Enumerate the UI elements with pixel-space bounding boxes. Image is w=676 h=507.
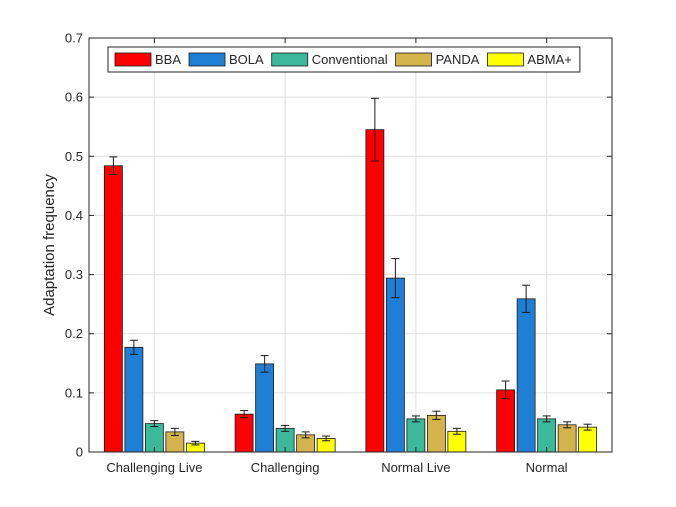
error-bars (109, 97, 592, 446)
error-bar (191, 440, 200, 446)
bar-bba (234, 413, 254, 453)
legend-swatch (487, 52, 524, 67)
y-axis-label: Adaptation frequency (41, 174, 58, 316)
y-tick-label: 0.1 (65, 385, 83, 400)
legend-label: BBA (155, 52, 181, 67)
error-bar (260, 355, 269, 373)
error-bar (129, 339, 138, 355)
legend-swatch (271, 52, 309, 67)
bar-abma- (578, 426, 598, 453)
y-tick-label: 0.6 (65, 90, 83, 105)
legend-item: Conventional (271, 52, 388, 67)
error-bar (322, 435, 331, 442)
grid-lines (89, 38, 612, 452)
x-tick-label: Normal (526, 460, 568, 475)
bars (103, 129, 598, 453)
error-bar (370, 97, 379, 162)
error-bar (583, 423, 592, 431)
bar-panda (557, 424, 577, 453)
error-bar (522, 284, 531, 313)
bar-bola (124, 346, 144, 453)
y-tick-label: 0.2 (65, 326, 83, 341)
bar-panda (426, 414, 446, 453)
error-bar (563, 421, 572, 429)
y-tick-label: 0.5 (65, 149, 83, 164)
x-tick-label: Challenging (251, 460, 320, 475)
error-bar (452, 427, 461, 435)
legend-label: PANDA (436, 52, 480, 67)
error-bar (391, 258, 400, 299)
error-bar (109, 156, 118, 176)
plot-frame (88, 37, 613, 453)
legend-swatch (188, 52, 226, 67)
legend-item: BBA (114, 52, 181, 67)
legend-label: BOLA (229, 52, 264, 67)
legend-label: ABMA+ (527, 52, 571, 67)
y-tick-label: 0.7 (65, 31, 83, 46)
legend-swatch (114, 52, 152, 67)
error-bar (501, 380, 510, 400)
y-tick-label: 0 (76, 445, 83, 460)
legend-item: ABMA+ (487, 52, 572, 67)
error-bar (432, 410, 441, 420)
y-tick-label: 0.4 (65, 208, 83, 223)
bar-bola (516, 298, 536, 453)
error-bar (301, 431, 310, 439)
legend: BBA BOLA Conventional PANDA ABMA+ (107, 46, 581, 73)
legend-item: PANDA (395, 52, 480, 67)
error-bar (542, 415, 551, 423)
legend-item: BOLA (188, 52, 264, 67)
x-tick-label: Normal Live (381, 460, 450, 475)
error-bar (170, 427, 179, 436)
y-tick-label: 0.3 (65, 267, 83, 282)
x-tick-label: Challenging Live (106, 460, 202, 475)
error-bar (150, 420, 159, 428)
bar-bba (365, 129, 385, 453)
bar-bola (255, 363, 275, 453)
error-bar (240, 410, 249, 419)
error-bar (281, 424, 290, 432)
bar-bba (103, 165, 123, 453)
legend-label: Conventional (312, 52, 388, 67)
axis-ticks: 0 0.1 0.2 0.3 0.4 0.5 0.6 0.7 Challenging Live Ch… (65, 31, 612, 475)
bar-bola (385, 277, 405, 453)
legend-swatch (395, 52, 432, 67)
error-bar (411, 415, 420, 423)
